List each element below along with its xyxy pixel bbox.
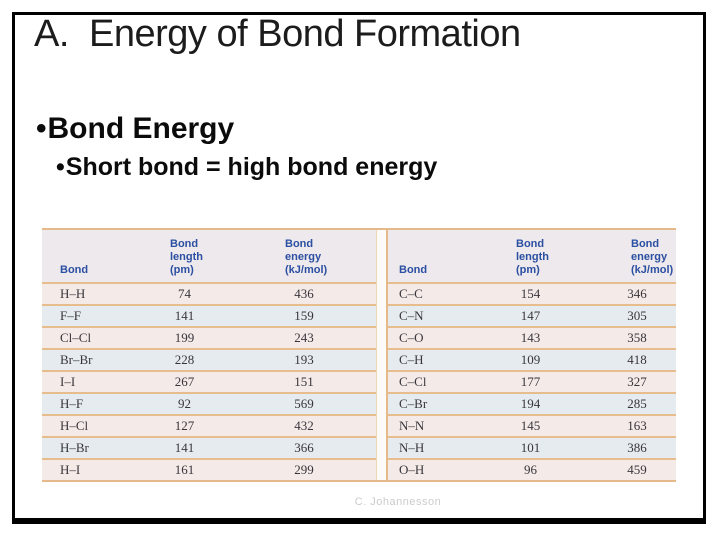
bond-cell: C–C xyxy=(399,286,423,301)
bond-length-cell: 109 xyxy=(520,352,541,367)
bond-energy-cell: 432 xyxy=(294,418,314,433)
bond-cell: Br–Br xyxy=(60,352,93,367)
bond-length-cell: 127 xyxy=(174,418,195,433)
bond-energy-cell: 327 xyxy=(627,374,647,389)
bond-cell: C–Cl xyxy=(399,374,427,389)
table-row: H–Cl 127 432 xyxy=(42,414,376,436)
bond-cell: H–Br xyxy=(60,440,89,455)
bond-cell: O–H xyxy=(399,462,425,477)
bond-cell: H–H xyxy=(60,286,86,301)
bond-cell: F–F xyxy=(60,308,81,323)
bullet-short-bond-label: Short bond = high bond energy xyxy=(65,153,438,181)
bond-energy-cell: 436 xyxy=(294,286,314,301)
bond-cell: C–H xyxy=(399,352,424,367)
bond-column-header: Bond xyxy=(60,264,89,276)
table-row: C–O 143 358 xyxy=(388,326,676,348)
bond-length-cell: 143 xyxy=(520,330,541,345)
bond-length-cell: 96 xyxy=(524,462,537,477)
table-row: C–C 154 346 xyxy=(388,282,676,304)
bullet-short-bond: • Short bond = high bond energy xyxy=(56,153,437,182)
bullet-icon: • xyxy=(56,153,65,181)
bond-length-cell: 194 xyxy=(520,396,541,411)
bullet-icon: • xyxy=(36,112,47,145)
bond-length-cell: 199 xyxy=(174,330,195,345)
bond-energy-cell: 285 xyxy=(627,396,647,411)
table-row: C–Br 194 285 xyxy=(388,392,676,414)
bond-length-column-header: Bond length (pm) xyxy=(170,238,203,276)
bond-energy-cell: 193 xyxy=(294,352,314,367)
slide-footer-credit: C. Johannesson xyxy=(354,496,442,508)
bond-energy-cell: 305 xyxy=(627,308,647,323)
bond-data-table: Bond Bond length (pm) Bond energy (kJ/mo… xyxy=(42,228,676,482)
table-header-row: Bond Bond length (pm) Bond energy (kJ/mo… xyxy=(388,230,676,282)
bond-energy-cell: 151 xyxy=(294,374,314,389)
bond-cell: C–O xyxy=(399,330,424,345)
table-header-row: Bond Bond length (pm) Bond energy (kJ/mo… xyxy=(42,230,376,282)
bullet-bond-energy: • Bond Energy xyxy=(36,112,234,146)
bond-cell: Cl–Cl xyxy=(60,330,92,345)
bond-energy-cell: 459 xyxy=(627,462,647,477)
bond-energy-column-header: Bond energy (kJ/mol) xyxy=(285,238,328,276)
bond-energy-cell: 243 xyxy=(294,330,314,345)
bond-length-cell: 145 xyxy=(520,418,541,433)
bond-length-cell: 101 xyxy=(520,440,541,455)
bond-length-cell: 161 xyxy=(174,462,195,477)
bond-table-left-half: Bond Bond length (pm) Bond energy (kJ/mo… xyxy=(42,230,376,480)
table-row: O–H 96 459 xyxy=(388,458,676,480)
table-row: Br–Br 228 193 xyxy=(42,348,376,370)
bond-cell: C–N xyxy=(399,308,424,323)
bond-cell: H–F xyxy=(60,396,84,411)
bond-energy-cell: 418 xyxy=(627,352,647,367)
bond-table-right-half: Bond Bond length (pm) Bond energy (kJ/mo… xyxy=(388,230,676,480)
bond-energy-cell: 159 xyxy=(294,308,314,323)
table-row: Cl–Cl 199 243 xyxy=(42,326,376,348)
bond-length-cell: 141 xyxy=(174,308,195,323)
bond-length-cell: 267 xyxy=(174,374,195,389)
table-row: H–Br 141 366 xyxy=(42,436,376,458)
bond-cell: N–N xyxy=(399,418,425,433)
table-divider xyxy=(376,230,388,480)
slide-title: A. Energy of Bond Formation xyxy=(34,13,521,55)
table-row: I–I 267 151 xyxy=(42,370,376,392)
table-row: C–N 147 305 xyxy=(388,304,676,326)
table-row: H–I 161 299 xyxy=(42,458,376,480)
bond-length-cell: 141 xyxy=(174,440,195,455)
bond-cell: N–H xyxy=(399,440,425,455)
bond-length-cell: 74 xyxy=(178,286,191,301)
bullet-bond-energy-label: Bond Energy xyxy=(47,112,235,145)
table-row: F–F 141 159 xyxy=(42,304,376,326)
bond-cell: H–Cl xyxy=(60,418,89,433)
bond-energy-cell: 366 xyxy=(294,440,314,455)
bond-column-header: Bond xyxy=(399,264,428,276)
bond-length-cell: 154 xyxy=(520,286,541,301)
table-row: H–F 92 569 xyxy=(42,392,376,414)
bond-length-cell: 92 xyxy=(178,396,191,411)
table-row: C–H 109 418 xyxy=(388,348,676,370)
bond-length-cell: 228 xyxy=(174,352,195,367)
bond-cell: I–I xyxy=(60,374,76,389)
bond-energy-cell: 346 xyxy=(627,286,647,301)
bond-cell: C–Br xyxy=(399,396,428,411)
bond-length-column-header: Bond length (pm) xyxy=(516,238,549,276)
bond-energy-cell: 386 xyxy=(627,440,647,455)
bond-energy-cell: 358 xyxy=(627,330,647,345)
bond-energy-cell: 569 xyxy=(294,396,314,411)
bond-energy-column-header: Bond energy (kJ/mol) xyxy=(631,238,674,276)
bond-length-cell: 177 xyxy=(520,374,541,389)
bond-energy-cell: 299 xyxy=(294,462,314,477)
bond-length-cell: 147 xyxy=(520,308,541,323)
table-row: H–H 74 436 xyxy=(42,282,376,304)
table-row: C–Cl 177 327 xyxy=(388,370,676,392)
bond-energy-cell: 163 xyxy=(627,418,647,433)
table-row: N–H 101 386 xyxy=(388,436,676,458)
bond-cell: H–I xyxy=(60,462,81,477)
table-row: N–N 145 163 xyxy=(388,414,676,436)
